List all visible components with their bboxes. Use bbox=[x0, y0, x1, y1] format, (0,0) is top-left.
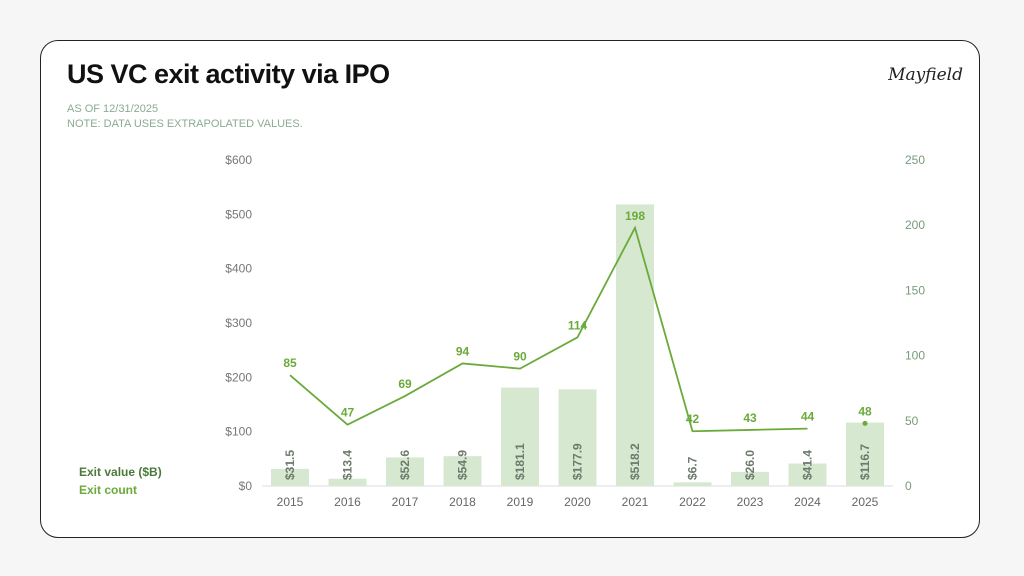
right-tick-label: 50 bbox=[905, 414, 919, 428]
bar-value-label: $52.6 bbox=[398, 450, 412, 480]
bar-value-label: $54.9 bbox=[456, 450, 470, 480]
right-tick-label: 100 bbox=[905, 349, 925, 363]
bar-value-label: $181.1 bbox=[513, 443, 527, 480]
bar bbox=[731, 471, 769, 486]
line-value-label: 85 bbox=[283, 356, 297, 370]
x-tick-label: 2016 bbox=[334, 495, 361, 509]
note: NOTE: DATA USES EXTRAPOLATED VALUES. bbox=[67, 118, 303, 130]
bar-value-label: $177.9 bbox=[571, 443, 585, 480]
bar bbox=[443, 456, 482, 486]
x-tick-label: 2015 bbox=[277, 495, 304, 509]
x-tick-label: 2024 bbox=[794, 495, 821, 509]
left-tick-label: $0 bbox=[239, 479, 253, 493]
right-tick-label: 0 bbox=[905, 479, 912, 493]
x-tick-label: 2022 bbox=[679, 495, 706, 509]
right-tick-label: 150 bbox=[905, 283, 925, 297]
x-tick-label: 2021 bbox=[622, 495, 649, 509]
bar-value-label: $26.0 bbox=[743, 450, 757, 480]
line-value-label: 198 bbox=[625, 209, 645, 223]
line-value-label: 42 bbox=[686, 412, 700, 426]
bar-value-label: $31.5 bbox=[283, 450, 297, 480]
left-tick-label: $100 bbox=[225, 425, 252, 439]
line-value-label: 94 bbox=[456, 344, 470, 358]
bar-value-label: $6.7 bbox=[686, 456, 700, 480]
x-tick-label: 2018 bbox=[449, 495, 476, 509]
right-tick-label: 250 bbox=[905, 153, 925, 167]
mayfield-logo: Mayfield bbox=[888, 65, 963, 85]
bar bbox=[271, 468, 309, 486]
line-value-label: 90 bbox=[513, 350, 527, 364]
left-tick-label: $300 bbox=[225, 316, 252, 330]
x-tick-label: 2023 bbox=[737, 495, 764, 509]
bar-value-label: $13.4 bbox=[341, 450, 355, 480]
bar-value-label: $518.2 bbox=[628, 443, 642, 480]
bar bbox=[501, 387, 539, 486]
left-tick-label: $500 bbox=[225, 207, 252, 221]
bar bbox=[328, 478, 367, 486]
right-tick-label: 200 bbox=[905, 218, 925, 232]
x-tick-label: 2019 bbox=[507, 495, 534, 509]
left-tick-label: $200 bbox=[225, 370, 252, 384]
as-of-date: AS OF 12/31/2025 bbox=[67, 103, 159, 115]
line-value-label: 48 bbox=[858, 404, 872, 418]
line-value-label: 114 bbox=[568, 318, 588, 332]
x-tick-label: 2017 bbox=[392, 495, 419, 509]
bar bbox=[673, 482, 712, 486]
left-tick-label: $400 bbox=[225, 262, 252, 276]
x-tick-label: 2025 bbox=[852, 495, 879, 509]
bar bbox=[558, 389, 597, 486]
bar bbox=[386, 457, 424, 486]
line-value-label: 47 bbox=[341, 406, 355, 420]
left-tick-label: $600 bbox=[225, 153, 252, 167]
legend-exit-value: Exit value ($B) bbox=[79, 465, 162, 479]
bar-value-label: $116.7 bbox=[858, 444, 872, 480]
bar bbox=[846, 422, 884, 486]
line-value-label: 69 bbox=[398, 377, 412, 391]
line-value-label: 43 bbox=[743, 411, 757, 425]
x-tick-label: 2020 bbox=[564, 495, 591, 509]
line-value-label: 44 bbox=[801, 410, 815, 424]
bar-value-label: $41.4 bbox=[801, 450, 815, 480]
bar bbox=[788, 463, 827, 486]
exit-count-point bbox=[862, 420, 868, 426]
exit-count-line bbox=[289, 225, 808, 433]
page-title: US VC exit activity via IPO bbox=[67, 59, 390, 89]
legend-exit-count: Exit count bbox=[79, 483, 138, 497]
